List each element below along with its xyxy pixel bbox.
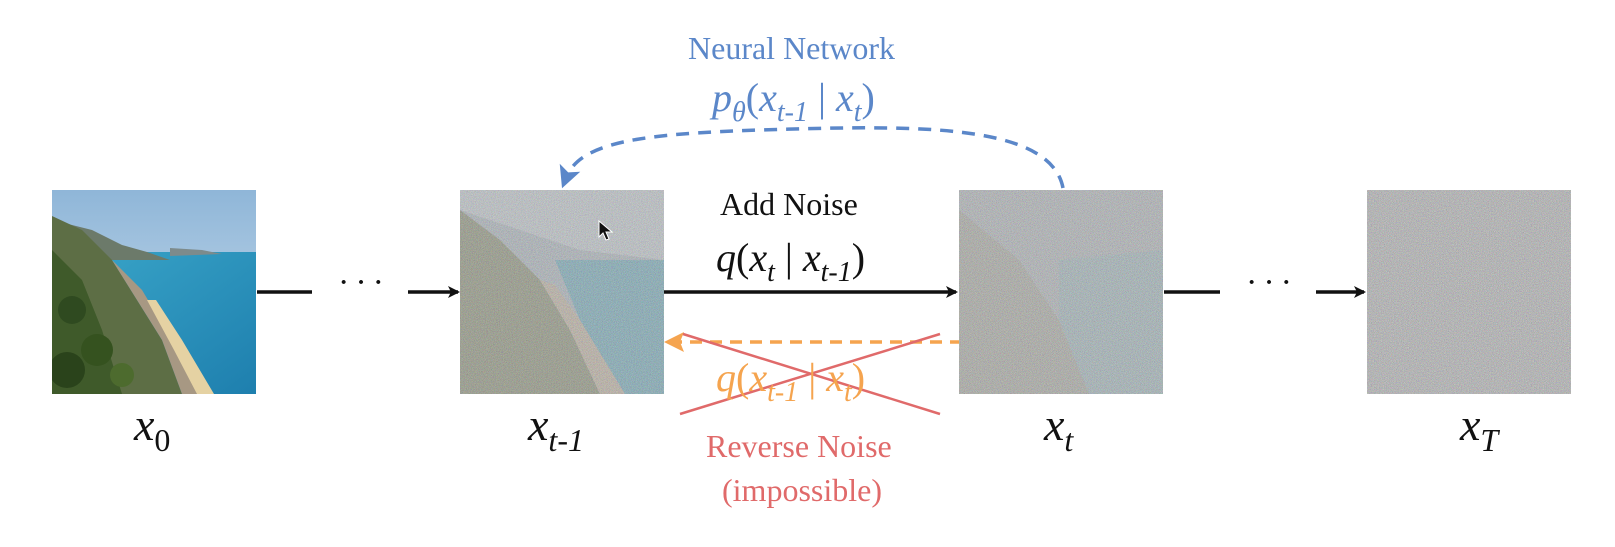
label-xt-minus-1: xt-1 — [528, 399, 584, 459]
ellipsis-right: ··· — [1246, 264, 1298, 301]
mouse-cursor-icon — [598, 220, 614, 241]
cross-line-2 — [682, 332, 941, 416]
image-xt-noisier — [959, 190, 1163, 394]
arrow-neural-network — [559, 126, 1065, 189]
ellipsis-left: ··· — [338, 264, 390, 301]
reverse-formula: q(xt-1 | xt) — [716, 355, 866, 408]
add-noise-title: Add Noise — [720, 186, 858, 222]
forward-formula: q(xt | xt-1) — [716, 235, 866, 288]
network-formula: pθ(xt-1 | xt) — [712, 75, 875, 128]
image-xt-minus-1-noisy — [460, 190, 664, 394]
label-xt: xt — [1044, 399, 1074, 459]
label-x0: x0 — [134, 399, 171, 459]
neural-network-title: Neural Network — [688, 30, 896, 66]
reverse-noise-note: (impossible) — [722, 472, 882, 508]
image-x0-clean-coastline — [52, 190, 256, 394]
image-xT-pure-noise — [1367, 190, 1571, 394]
label-xT: xT — [1460, 399, 1499, 459]
reverse-noise-title: Reverse Noise — [706, 428, 892, 464]
